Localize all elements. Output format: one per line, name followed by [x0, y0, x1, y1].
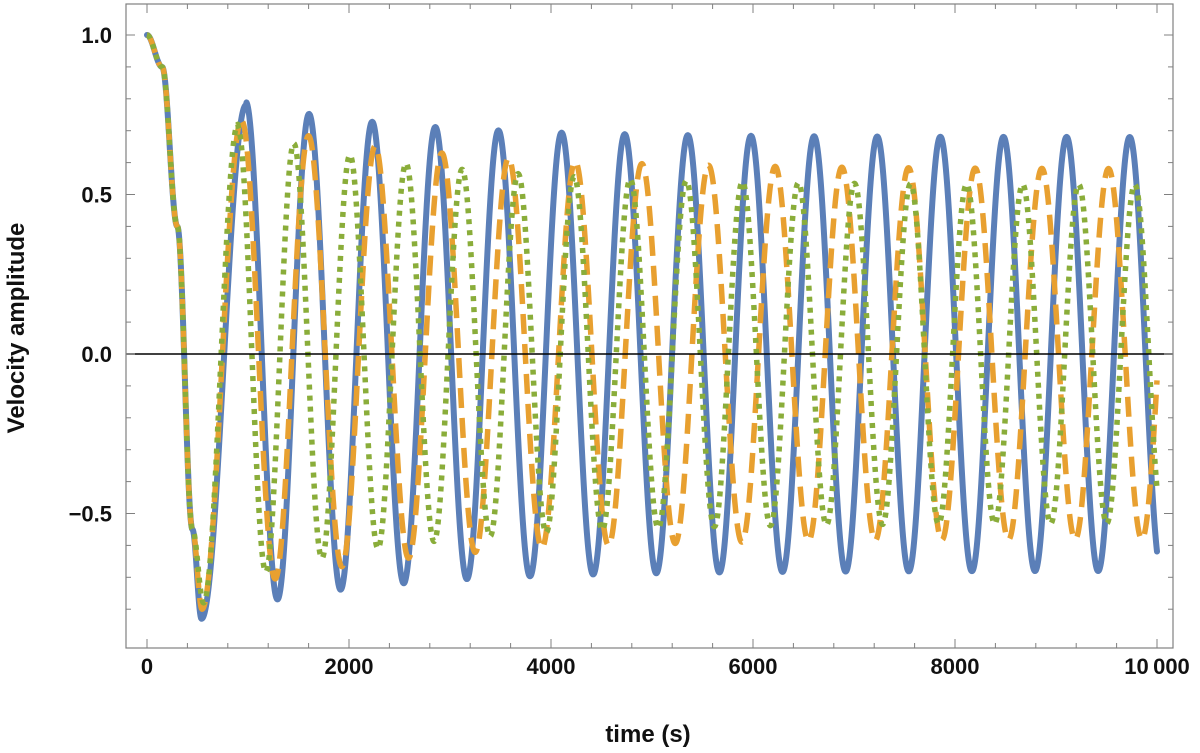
y-axis-title: Velocity amplitude	[3, 223, 30, 434]
series-line-dashed	[144, 32, 1160, 612]
y-tick-label: −0.5	[69, 502, 112, 527]
y-tick-label: 0.0	[81, 342, 112, 367]
x-axis-title: time (s)	[605, 721, 690, 748]
y-tick-label: 1.0	[81, 23, 112, 48]
x-tick-label: 8000	[931, 654, 980, 679]
x-tick-label: 2000	[325, 654, 374, 679]
x-axis-ticks: 0 2000 4000 6000 8000 10 000	[141, 4, 1190, 679]
series-line-dotted	[144, 32, 1160, 606]
plot-frame	[125, 3, 1174, 649]
x-tick-label: 10 000	[1124, 654, 1190, 679]
x-tick-label: 6000	[729, 654, 778, 679]
x-tick-label: 4000	[527, 654, 576, 679]
x-tick-label: 0	[141, 654, 153, 679]
series-layer	[144, 32, 1160, 622]
y-tick-label: 0.5	[81, 183, 112, 208]
y-axis-ticks: −0.5 0.0 0.5 1.0	[69, 23, 1173, 610]
